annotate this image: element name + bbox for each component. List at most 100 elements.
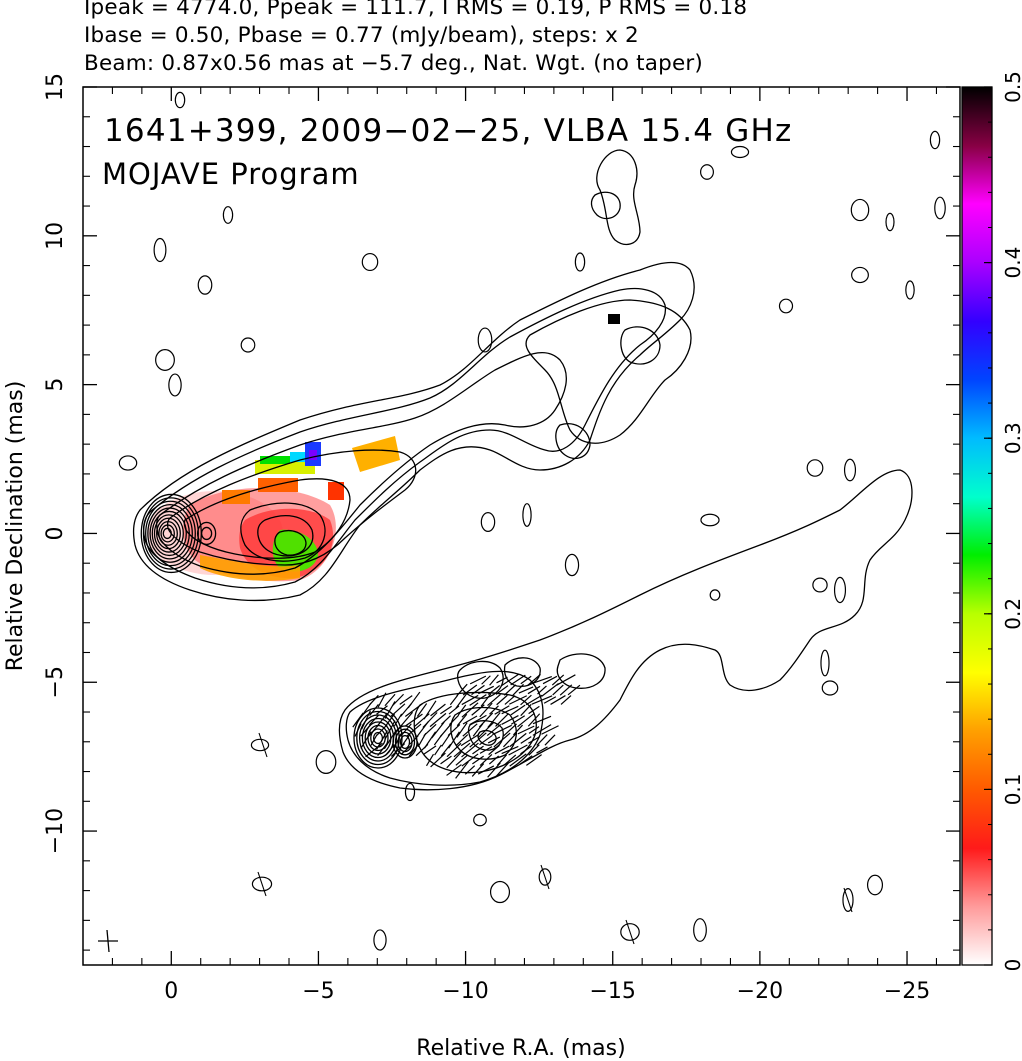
evpa-tick [479, 702, 493, 718]
evpa-tick [496, 676, 508, 684]
evpa-tick [567, 684, 581, 696]
evpa-tick [520, 694, 532, 706]
evpa-tick [440, 755, 452, 765]
evpa-tick [471, 684, 485, 696]
evpa-tick [461, 753, 479, 767]
evpa-tick [384, 744, 396, 756]
evpa-tick [479, 746, 493, 754]
evpa-tick [365, 742, 383, 758]
evpa-tick [448, 714, 460, 726]
evpa-tick [405, 713, 423, 727]
noise-contour [885, 212, 895, 232]
secondary-knot-contour [196, 521, 217, 546]
evpa-tick [503, 732, 517, 748]
colorbar-tick-label: 0.2 [1001, 598, 1022, 630]
pol-pixel-red-1 [328, 482, 344, 500]
evpa-tick [528, 726, 540, 734]
evpa-tick [384, 720, 396, 740]
evpa-tick [377, 692, 387, 708]
noise-contour [693, 918, 707, 942]
evpa-tick [406, 723, 422, 737]
evpa-tick [487, 712, 501, 728]
pol-knot-contour [392, 725, 418, 759]
y-tick-label: 5 [43, 378, 68, 392]
pol-pixel-green-1 [260, 456, 290, 464]
evpa-tick [433, 734, 443, 746]
pol-pixel-purple-1 [309, 450, 317, 460]
evpa-tick [508, 695, 528, 705]
jet-contour-6 [240, 502, 326, 562]
evpa-tick [519, 755, 533, 765]
evpa-tick [423, 700, 437, 720]
evpa-tick [544, 734, 556, 746]
evpa-tick [462, 715, 478, 725]
evpa-tick [531, 695, 553, 705]
evpa-tick [469, 732, 487, 748]
pol-pixel-cyan-1 [290, 452, 315, 462]
evpa-tick [527, 673, 541, 687]
noise-contour [473, 813, 487, 827]
noise-contour [821, 680, 839, 696]
evpa-tick [393, 732, 403, 748]
jet-contour-8 [274, 529, 307, 556]
noise-contour [929, 130, 941, 150]
evpa-tick [460, 733, 480, 747]
evpa-tick [526, 754, 542, 766]
evpa-tick [495, 685, 509, 695]
evpa-tick [414, 713, 430, 727]
evpa-tick [536, 734, 548, 746]
pol-contour-2 [345, 670, 544, 786]
polarized-intensity-contours [338, 469, 913, 791]
evpa-tick [496, 754, 508, 766]
evpa-tick [510, 674, 526, 686]
y-tick-label: −10 [43, 808, 68, 854]
jet-contour-5 [183, 478, 351, 559]
noise-contour [251, 876, 273, 892]
evpa-tick [520, 675, 532, 685]
evpa-tick [462, 723, 478, 737]
colorbar-tick-label: 0.1 [1001, 773, 1022, 805]
pol-contour-upper-2 [556, 653, 606, 689]
evpa-tick [520, 745, 532, 755]
jet-contour-4 [166, 449, 417, 566]
evpa-tick [478, 722, 494, 738]
noise-contour [905, 280, 915, 300]
evpa-tick [512, 724, 524, 736]
y-tick-label: 0 [43, 526, 68, 540]
colorbar-tick-label: 0.4 [1001, 247, 1022, 279]
evpa-tick [528, 744, 540, 756]
core-contour [151, 510, 187, 557]
colorbar [961, 86, 993, 966]
evpa-tick [461, 742, 479, 758]
noise-contour [361, 252, 379, 272]
evpa-tick [441, 715, 451, 725]
noise-contour [730, 145, 750, 159]
noise-contour [480, 512, 496, 532]
header-line-1: Ipeak = 4774.0, Ppeak = 111.7, I RMS = 0… [84, 0, 748, 20]
pol-pixel-orange-3 [200, 555, 300, 581]
x-axis: 0 −5 −10 −15 −20 −25 [111, 87, 938, 1004]
evpa-tick [541, 683, 559, 697]
beam-marker [98, 929, 118, 953]
noise-evpa-tick [258, 732, 268, 758]
noise-contour [778, 298, 794, 314]
noise-contour [222, 206, 234, 224]
evpa-tick [532, 715, 552, 725]
evpa-tick [551, 674, 565, 686]
evpa-tick [390, 703, 406, 717]
noise-contours [118, 91, 946, 951]
evpa-tick [404, 703, 424, 717]
noise-contour [477, 327, 493, 353]
noise-contour [373, 929, 387, 951]
colorbar-tick-label: 0.5 [1001, 71, 1022, 103]
evpa-tick [408, 743, 420, 757]
evpa-tick [369, 703, 379, 717]
evpa-tick [360, 702, 372, 718]
core-contour [153, 514, 184, 553]
evpa-tick [479, 734, 493, 746]
noise-contour [168, 373, 182, 397]
evpa-tick [461, 702, 479, 718]
evpa-tick [503, 723, 517, 737]
y-tick-label: 10 [43, 222, 68, 250]
evpa-tick [446, 751, 462, 769]
